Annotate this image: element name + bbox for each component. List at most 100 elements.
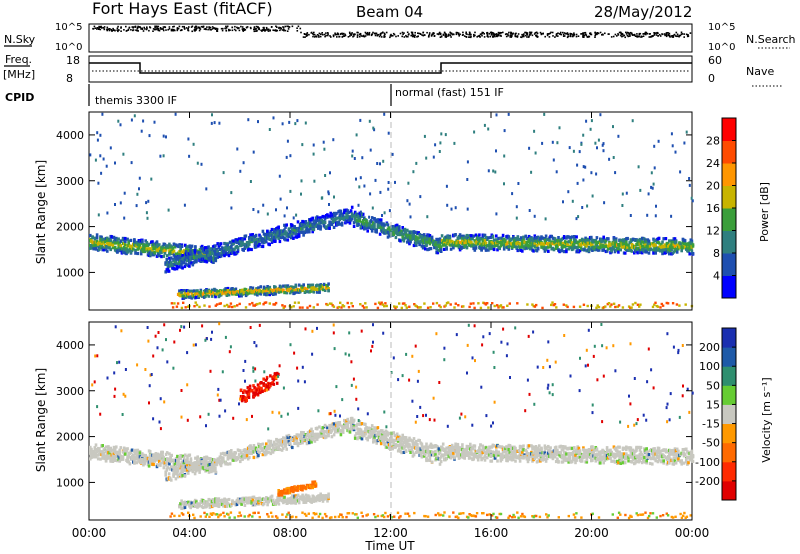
nsky-point — [455, 33, 458, 36]
nsky-point — [312, 33, 314, 35]
heatmap-cell — [636, 303, 640, 306]
heatmap-cell — [236, 247, 240, 252]
nsky-point — [142, 30, 145, 32]
nsky-point — [639, 32, 642, 35]
heatmap-cell — [612, 236, 616, 240]
heatmap-cell — [188, 264, 191, 268]
colorbar-swatch — [722, 208, 736, 231]
nsky-point — [284, 25, 286, 28]
heatmap-cell — [251, 286, 255, 290]
heatmap-cell — [170, 261, 173, 265]
nsky-point — [516, 35, 519, 37]
nsky-point — [125, 25, 127, 28]
heatmap-cell — [536, 247, 540, 251]
heatmap-cell — [478, 233, 481, 237]
nsky-point — [157, 25, 160, 28]
heatmap-cell — [266, 229, 269, 233]
heatmap-cell — [585, 119, 588, 123]
heatmap-cell — [639, 303, 642, 306]
heatmap-cell — [184, 462, 187, 466]
heatmap-cell — [446, 203, 449, 207]
heatmap-cell — [423, 302, 426, 305]
heatmap-cell — [194, 260, 198, 264]
heatmap-cell — [203, 455, 206, 460]
heatmap-cell — [360, 214, 364, 219]
heatmap-cell — [355, 133, 358, 137]
nsky-point — [466, 33, 468, 36]
heatmap-cell — [554, 246, 558, 250]
nsky-point — [473, 35, 475, 38]
heatmap-cell — [274, 285, 277, 289]
heatmap-cell — [226, 289, 230, 293]
heatmap-cell — [326, 303, 329, 307]
heatmap-cell — [621, 245, 625, 249]
heatmap-cell — [425, 243, 428, 247]
heatmap-cell — [158, 459, 161, 464]
nsky-point — [282, 26, 284, 28]
heatmap-cell — [261, 244, 265, 249]
nsky-point — [241, 26, 244, 28]
heatmap-cell — [410, 230, 414, 234]
heatmap-cell — [604, 239, 608, 243]
heatmap-cell — [423, 134, 426, 138]
heatmap-cell — [203, 304, 206, 307]
nsky-point — [533, 33, 536, 35]
heatmap-cell — [244, 288, 248, 292]
colorbar-swatch — [722, 253, 736, 276]
nsky-point — [302, 36, 305, 38]
nsky-point — [231, 26, 233, 29]
heatmap-cell — [623, 251, 627, 255]
heatmap-cell — [372, 126, 375, 130]
nsky-point — [343, 35, 346, 37]
nsearch-tick-bottom: 10^0 — [708, 42, 735, 53]
heatmap-cell — [430, 235, 434, 239]
heatmap-cell — [164, 470, 167, 474]
heatmap-cell — [378, 232, 382, 236]
nsky-point — [626, 31, 629, 34]
nsky-point — [383, 36, 385, 38]
heatmap-cell — [178, 289, 181, 293]
heatmap-cell — [683, 141, 686, 145]
nsky-point — [330, 36, 332, 38]
heatmap-cell — [359, 118, 362, 122]
heatmap-cell — [648, 244, 652, 248]
heatmap-cell — [472, 302, 475, 305]
nsky-point — [599, 31, 602, 34]
heatmap-cell — [382, 159, 385, 163]
heatmap-cell — [542, 244, 546, 248]
heatmap-cell — [96, 138, 99, 142]
nsky-point — [258, 27, 260, 29]
heatmap-cell — [283, 291, 286, 295]
nsky-point — [341, 35, 344, 38]
heatmap-cell — [625, 240, 628, 244]
heatmap-cell — [531, 237, 534, 241]
nsky-point — [255, 30, 258, 32]
heatmap-cell — [504, 245, 507, 249]
nsky-point — [148, 29, 150, 32]
heatmap-cell — [194, 456, 197, 460]
heatmap-cell — [415, 161, 418, 165]
nsky-point — [181, 29, 183, 31]
heatmap-cell — [504, 239, 507, 243]
heatmap-cell — [594, 141, 597, 145]
heatmap-cell — [401, 302, 405, 305]
heatmap-cell — [351, 305, 354, 308]
nsky-point — [327, 32, 329, 34]
heatmap-cell — [391, 152, 394, 156]
colorbar-tick-label: 20 — [706, 180, 720, 193]
heatmap-cell — [545, 237, 549, 241]
heatmap-cell — [582, 303, 586, 306]
heatmap-cell — [289, 225, 293, 229]
heatmap-cell — [602, 142, 605, 146]
nsky-point — [517, 33, 520, 35]
heatmap-cell — [524, 243, 527, 247]
heatmap-cell — [102, 157, 105, 161]
heatmap-cell — [340, 306, 343, 309]
heatmap-cell — [150, 177, 153, 181]
nsky-point — [477, 35, 480, 37]
heatmap-cell — [136, 247, 140, 251]
heatmap-cell — [184, 458, 187, 462]
heatmap-cell — [194, 301, 197, 304]
y-tick-label: 4000 — [56, 129, 84, 142]
nsky-point — [522, 34, 525, 37]
